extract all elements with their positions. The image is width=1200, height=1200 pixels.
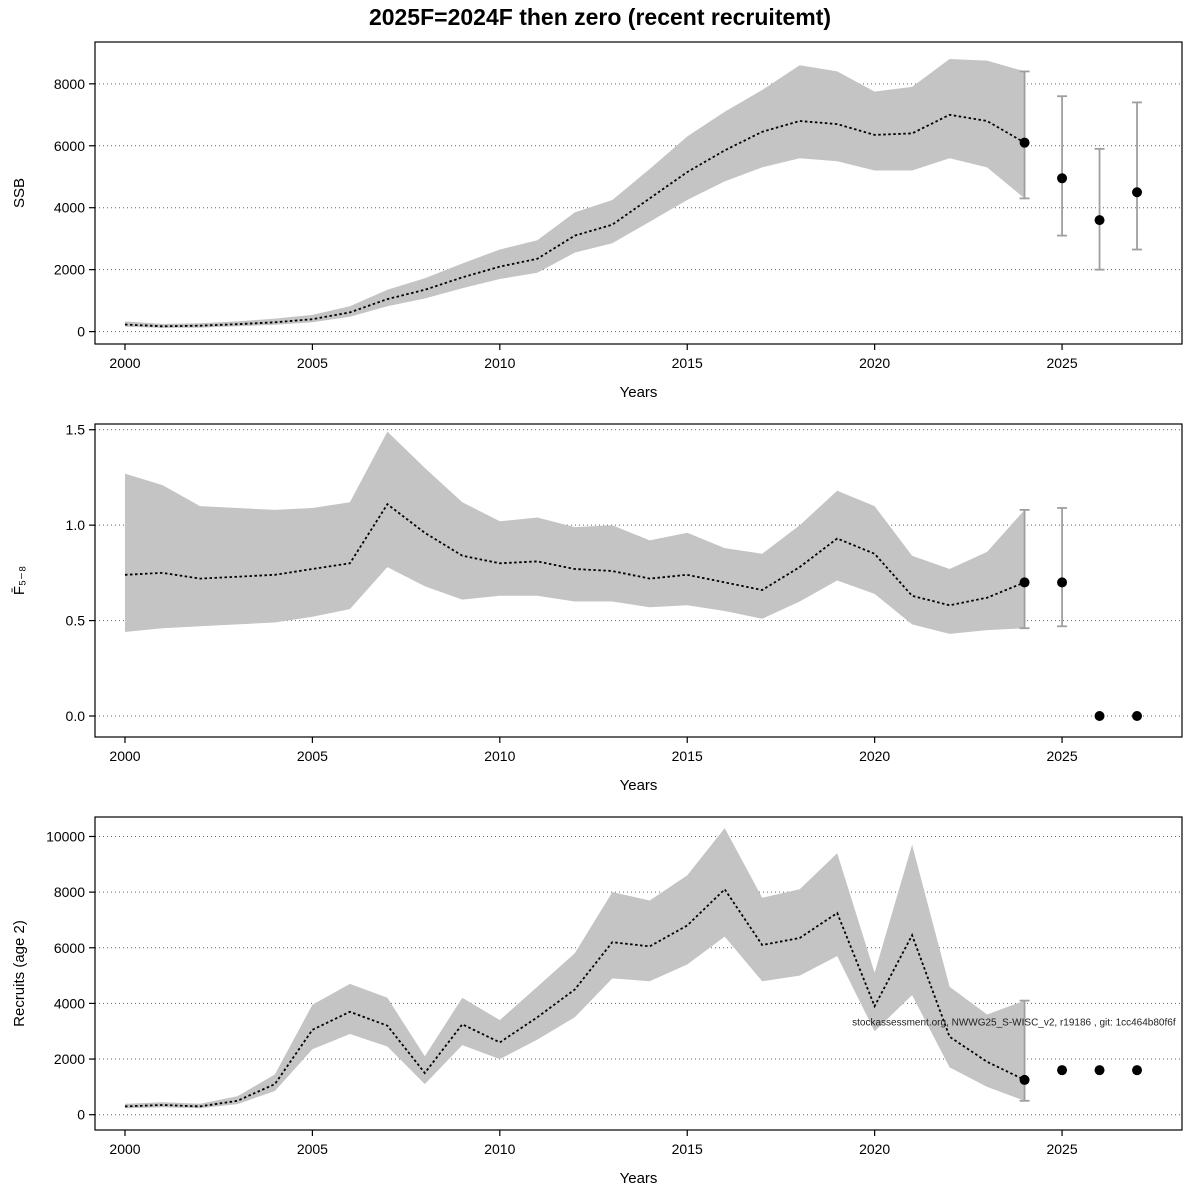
x-tick-label: 2015 xyxy=(672,355,703,371)
x-tick-label: 2000 xyxy=(109,355,140,371)
ssb-panel: 2000 2005 2010 2015 2020 2025 0 2000 4000 6000 800… xyxy=(0,32,1200,414)
watermark-text: stockassessment.org, NWWG25_S-WISC_v2, r… xyxy=(852,1018,1176,1029)
forecast-point xyxy=(1057,577,1068,588)
y-axis-label: SSB xyxy=(11,178,28,208)
y-tick-label: 10000 xyxy=(46,828,85,844)
x-tick-label: 2025 xyxy=(1046,355,1077,371)
y-tick-label: 2000 xyxy=(54,262,85,278)
x-tick-label: 2025 xyxy=(1046,1141,1077,1157)
forecast-point xyxy=(1057,173,1068,184)
x-tick-label: 2015 xyxy=(672,748,703,764)
x-axis-label: Years xyxy=(620,1170,658,1187)
y-tick-label: 6000 xyxy=(54,940,85,956)
forecast-point xyxy=(1132,711,1143,722)
y-tick-label: 4000 xyxy=(54,995,85,1011)
x-axis-label: Years xyxy=(620,777,658,794)
x-tick-label: 2015 xyxy=(672,1141,703,1157)
confidence-band xyxy=(125,431,1025,634)
x-tick-label: 2010 xyxy=(484,748,515,764)
fbar-chart: 2000 2005 2010 2015 2020 2025 0.0 0.5 1.0 1.5 Year… xyxy=(11,422,1183,794)
x-tick-label: 2010 xyxy=(484,355,515,371)
y-tick-label: 0.5 xyxy=(66,613,86,629)
estimate-line xyxy=(124,887,1025,1108)
x-tick-label: 2020 xyxy=(859,1141,890,1157)
y-tick-label: 1.0 xyxy=(66,517,86,533)
x-tick-label: 2000 xyxy=(109,1141,140,1157)
x-tick-label: 2005 xyxy=(297,1141,328,1157)
fbar-panel: 2000 2005 2010 2015 2020 2025 0.0 0.5 1.0 1.5 Year… xyxy=(0,414,1200,807)
recruits-panel: 2000 2005 2010 2015 2020 2025 0 2000 4000 6000 800… xyxy=(0,807,1200,1200)
x-tick-label: 2010 xyxy=(484,1141,515,1157)
confidence-band xyxy=(125,59,1025,328)
x-axis-label: Years xyxy=(620,384,658,401)
y-tick-label: 4000 xyxy=(54,200,85,216)
forecast-point xyxy=(1132,187,1143,198)
y-tick-label: 0 xyxy=(77,1107,85,1123)
forecast-point xyxy=(1132,1065,1143,1076)
plot-border xyxy=(94,423,1183,738)
x-tick-label: 2000 xyxy=(109,748,140,764)
x-tick-label: 2005 xyxy=(297,355,328,371)
x-tick-label: 2005 xyxy=(297,748,328,764)
y-tick-label: 0 xyxy=(77,324,85,340)
forecast-point xyxy=(1019,577,1030,588)
estimate-line xyxy=(124,113,1026,328)
y-axis-label: Recruits (age 2) xyxy=(11,920,28,1027)
forecast-point xyxy=(1094,711,1105,722)
figure-title: 2025F=2024F then zero (recent recruitemt… xyxy=(368,4,832,30)
y-axis-label: F̄₅₋₈ xyxy=(11,566,28,595)
confidence-band xyxy=(125,828,1025,1109)
y-tick-label: 2000 xyxy=(54,1051,85,1067)
y-tick-label: 8000 xyxy=(54,76,85,92)
y-tick-label: 8000 xyxy=(54,884,85,900)
x-tick-label: 2025 xyxy=(1046,748,1077,764)
y-tick-label: 1.5 xyxy=(66,422,86,438)
forecast-point xyxy=(1019,1074,1030,1085)
x-tick-label: 2020 xyxy=(859,748,890,764)
forecast-point xyxy=(1094,215,1105,226)
x-tick-label: 2020 xyxy=(859,355,890,371)
estimate-line xyxy=(124,502,1025,607)
y-tick-label: 0.0 xyxy=(66,708,86,724)
forecast-point xyxy=(1019,137,1030,148)
forecast-point xyxy=(1094,1065,1105,1076)
plot-border xyxy=(94,41,1183,345)
plot-border xyxy=(94,816,1183,1131)
ssb-chart: 2000 2005 2010 2015 2020 2025 0 2000 4000 6000 800… xyxy=(11,41,1183,401)
forecast-point xyxy=(1057,1065,1068,1076)
recruits-chart: 2000 2005 2010 2015 2020 2025 0 2000 4000 6000 800… xyxy=(11,816,1183,1187)
y-tick-label: 6000 xyxy=(54,138,85,154)
